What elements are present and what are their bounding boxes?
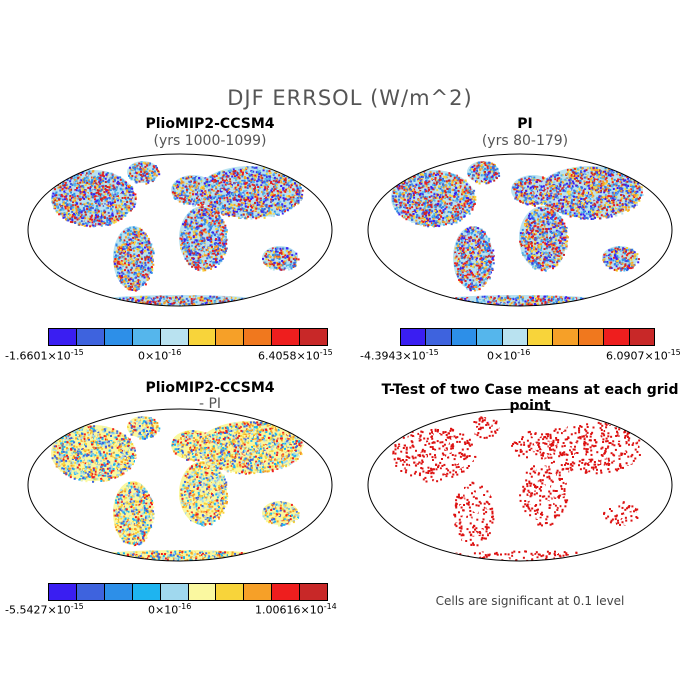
panel-subtitle-pi: (yrs 80-179)	[481, 133, 569, 149]
colorbar-swatch	[578, 329, 605, 345]
continent-south-america	[453, 226, 495, 292]
map-pi	[367, 153, 673, 307]
colorbar-swatch	[49, 584, 77, 600]
colorbar-pi	[400, 328, 655, 346]
continent-greenland	[473, 416, 500, 439]
colorbar-swatch	[104, 584, 133, 600]
panel-subtitle-diff: - PI	[198, 396, 222, 412]
colorbar-swatch	[451, 329, 478, 345]
continent-europe	[511, 430, 557, 461]
continent-south-america	[453, 481, 495, 547]
colorbar-swatch	[426, 329, 452, 345]
continent-greenland	[467, 161, 501, 185]
colorbar-swatch	[528, 329, 554, 345]
continent-greenland	[127, 416, 161, 440]
colorbar-swatch	[104, 329, 133, 345]
colorbar-mid-label: 0×10-16	[138, 348, 182, 363]
colorbar-swatch	[300, 584, 328, 600]
continent-south-america	[113, 226, 155, 292]
colorbar-swatch	[188, 584, 217, 600]
continent-asia	[538, 166, 644, 220]
colorbar-min-label: -1.6601×10-15	[5, 348, 84, 363]
continent-africa	[179, 206, 229, 272]
colorbar-swatch	[244, 329, 273, 345]
map-outline	[367, 408, 673, 562]
continent-north-america	[51, 170, 137, 228]
colorbar-min-label: -5.5427×10-15	[5, 602, 84, 617]
colorbar-swatch	[216, 329, 245, 345]
map-outline	[367, 153, 673, 307]
continent-africa	[519, 463, 569, 527]
panel-title-pi: PI	[517, 116, 533, 132]
panel-title-diff: PlioMIP2-CCSM4	[145, 380, 275, 396]
continent-australia	[262, 501, 300, 527]
colorbar-mid-label: 0×10-16	[148, 602, 192, 617]
continent-greenland	[127, 161, 161, 185]
colorbar-swatch	[629, 329, 655, 345]
map-pliomip	[27, 153, 333, 307]
map-outline	[27, 408, 333, 562]
continent-north-america	[392, 425, 477, 483]
continent-south-america	[113, 481, 155, 547]
colorbar-swatch	[216, 584, 245, 600]
colorbar-swatch	[76, 329, 105, 345]
map-difference	[27, 408, 333, 562]
colorbar-swatch	[300, 329, 328, 345]
colorbar-pliomip	[48, 328, 328, 346]
colorbar-swatch	[553, 329, 579, 345]
colorbar-swatch	[188, 329, 217, 345]
continent-australia	[603, 501, 639, 527]
colorbar-max-label: 1.00616×10-14	[255, 602, 337, 617]
colorbar-max-label: 6.4058×10-15	[258, 348, 333, 363]
colorbar-swatch	[49, 329, 77, 345]
continent-north-america	[51, 425, 137, 483]
colorbar-mid-label: 0×10-16	[487, 348, 531, 363]
colorbar-swatch	[272, 329, 301, 345]
continent-asia	[198, 421, 304, 475]
colorbar-swatch	[76, 584, 105, 600]
colorbar-max-label: 6.0907×10-15	[606, 348, 681, 363]
colorbar-swatch	[160, 584, 189, 600]
colorbar-swatch	[272, 584, 301, 600]
colorbar-swatch	[160, 329, 189, 345]
panel-subtitle-pliomip: (yrs 1000-1099)	[153, 133, 267, 149]
colorbar-swatch	[401, 329, 427, 345]
continent-asia	[541, 421, 643, 475]
colorbar-min-label: -4.3943×10-15	[360, 348, 439, 363]
continent-africa	[519, 206, 569, 272]
map-outline	[27, 153, 333, 307]
continent-australia	[262, 246, 300, 271]
continent-north-america	[391, 170, 477, 228]
colorbar-swatch	[604, 329, 630, 345]
colorbar-swatch	[132, 329, 161, 345]
significance-note: Cells are significant at 0.1 level	[435, 594, 625, 608]
map-ttest	[367, 408, 673, 562]
continent-australia	[602, 246, 640, 272]
continent-africa	[179, 461, 229, 527]
continent-asia	[198, 166, 304, 220]
colorbar-swatch	[502, 329, 529, 345]
colorbar-swatch	[477, 329, 503, 345]
colorbar-swatch	[132, 584, 161, 600]
panel-title-pliomip: PlioMIP2-CCSM4	[145, 116, 275, 132]
figure-title: DJF ERRSOL (W/m^2)	[227, 86, 473, 110]
colorbar-difference	[48, 583, 328, 601]
colorbar-swatch	[244, 584, 273, 600]
